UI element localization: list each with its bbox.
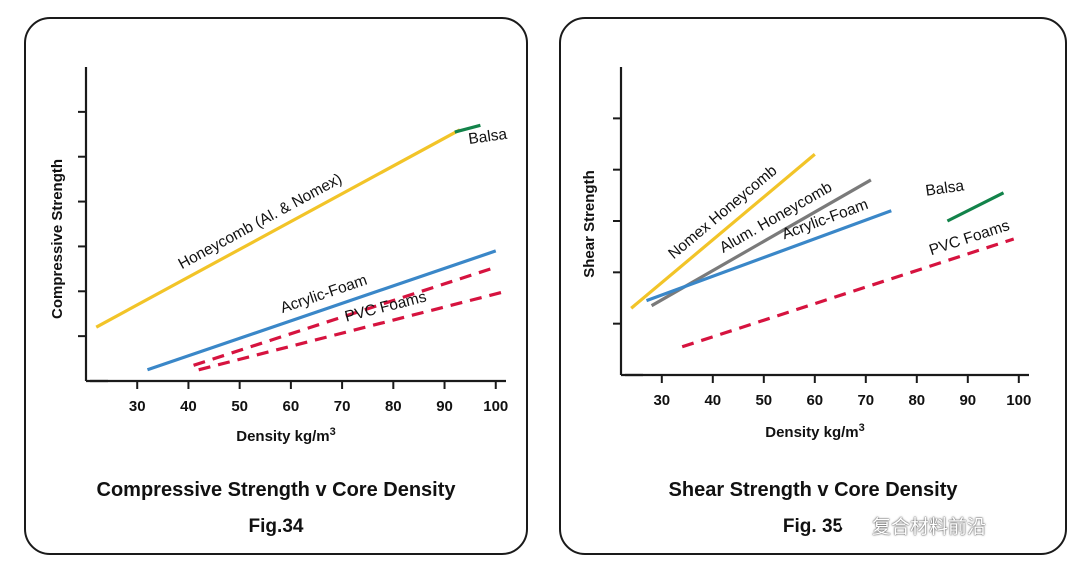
x-tick-label: 90 xyxy=(436,398,453,415)
x-tick-label: 80 xyxy=(908,392,925,409)
shear-strength-panel: 30 40 50 60 70 80 90 100 Density kg/m3 Shear Stre… xyxy=(559,17,1067,555)
x-tick-label: 50 xyxy=(755,392,772,409)
chart-title: Shear Strength v Core Density xyxy=(668,479,958,501)
y-axis-title: Shear Strength xyxy=(581,170,598,278)
x-tick-label: 100 xyxy=(483,398,508,415)
x-tick-label: 40 xyxy=(704,392,721,409)
watermark-text: 复合材料前沿 xyxy=(872,515,987,538)
x-tick-label: 100 xyxy=(1006,392,1031,409)
x-tick-label: 40 xyxy=(180,398,197,415)
x-axis-title: Density kg/m3 xyxy=(236,426,336,445)
x-tick-label: 60 xyxy=(806,392,823,409)
x-tick-label: 70 xyxy=(334,398,351,415)
figure-label: Fig. 35 xyxy=(782,516,844,537)
chart-title: Compressive Strength v Core Density xyxy=(96,479,456,501)
series-line-pvc-foams-upper xyxy=(193,267,492,367)
series-line-pvc-foams-lower xyxy=(198,289,507,372)
compressive-strength-panel: 30 40 50 60 70 80 90 100 Density kg/m3 Compressiv… xyxy=(24,17,528,555)
x-axis-title: Density kg/m3 xyxy=(765,422,865,441)
shear-strength-chart: 30 40 50 60 70 80 90 100 Density kg/m3 Shear Stre… xyxy=(581,67,1031,441)
series-line-acrylic-foam xyxy=(645,209,892,303)
series-line-balsa xyxy=(946,191,1005,223)
wechat-icon xyxy=(840,514,866,535)
series-line-honeycomb-al-nomex xyxy=(95,128,461,329)
series-label-honeycomb-al-nomex: Honeycomb (Al. & Nomex) xyxy=(176,170,345,272)
x-tick-label: 80 xyxy=(385,398,402,415)
x-tick-label: 30 xyxy=(129,398,146,415)
x-tick-label: 90 xyxy=(959,392,976,409)
series-label-pvc-foams: PVC Foams xyxy=(343,288,428,325)
x-tick-label: 60 xyxy=(283,398,300,415)
series-label-balsa: Balsa xyxy=(467,126,508,148)
compressive-strength-chart: 30 40 50 60 70 80 90 100 Density kg/m3 Compressiv… xyxy=(49,67,509,445)
y-axis-title: Compressive Strength xyxy=(49,159,66,319)
watermark: 复合材料前沿 xyxy=(840,512,986,538)
series-line-balsa xyxy=(454,123,481,134)
x-tick-label: 70 xyxy=(857,392,874,409)
series-line-nomex-honeycomb xyxy=(630,153,816,310)
series-line-acrylic-foam xyxy=(146,249,497,372)
figure-label: Fig.34 xyxy=(248,516,304,537)
x-tick-label: 50 xyxy=(231,398,248,415)
series-label-balsa: Balsa xyxy=(924,177,965,199)
x-tick-label: 30 xyxy=(653,392,670,409)
series-line-pvc-foams xyxy=(681,237,1015,349)
